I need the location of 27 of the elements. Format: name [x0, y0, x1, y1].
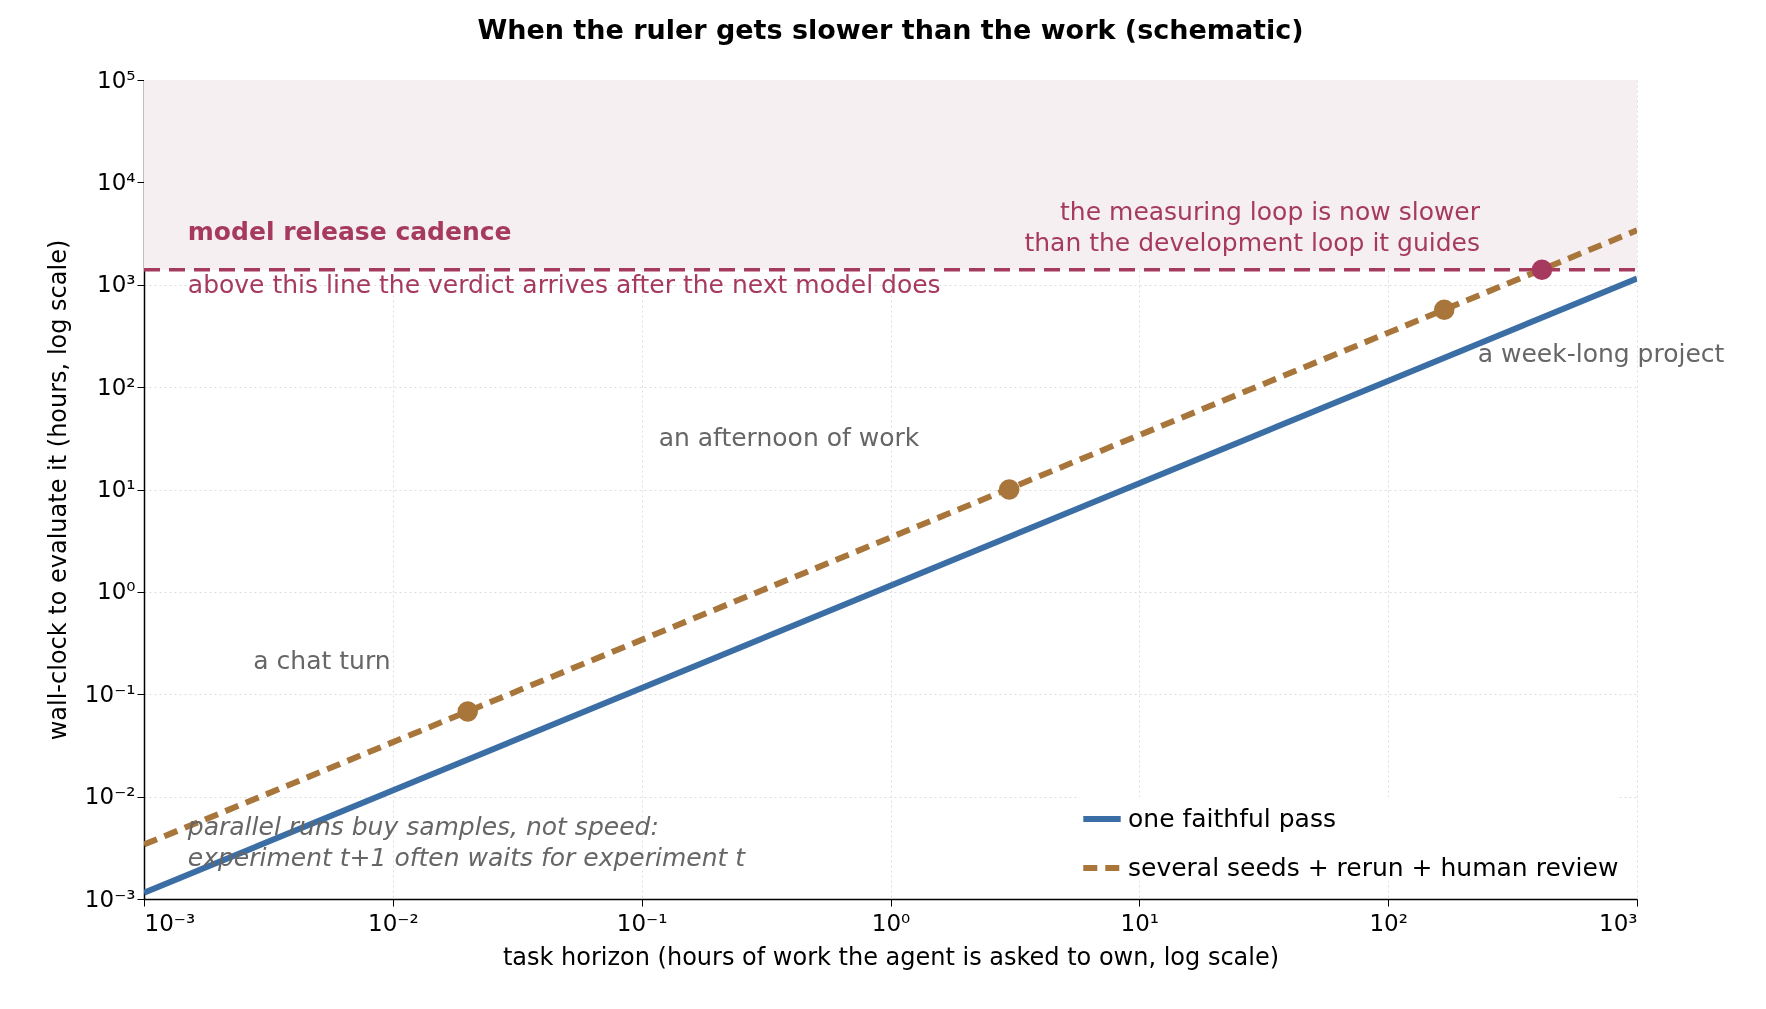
- y-tick-label: 10⁻²: [84, 783, 136, 810]
- legend-label: several seeds + rerun + human review: [1128, 853, 1619, 882]
- x-tick-label: 10³: [1599, 909, 1638, 936]
- annotation: an afternoon of work: [658, 422, 920, 452]
- x-tick-label: 10⁻¹: [616, 909, 668, 936]
- x-tick-label: 10¹: [1120, 909, 1160, 936]
- y-tick-label: 10⁻¹: [84, 680, 136, 707]
- y-tick-label: 10⁵: [97, 66, 136, 93]
- y-tick-label: 10¹: [97, 476, 136, 502]
- annotation: above this line the verdict arrives after the next model does: [187, 269, 941, 299]
- x-tick-label: 10⁰: [871, 909, 911, 936]
- x-axis-title: task horizon (hours of work the agent is asked to own, log scale): [502, 942, 1280, 971]
- x-tick-label: 10²: [1369, 909, 1408, 936]
- y-tick-label: 10³: [97, 271, 136, 298]
- annotation: a chat turn: [253, 646, 391, 676]
- y-tick-label: 10⁰: [97, 578, 136, 605]
- y-axis-title: wall-clock to evaluate it (hours, log scale): [43, 239, 72, 741]
- y-tick-label: 10⁴: [97, 168, 136, 195]
- legend-label: one faithful pass: [1128, 804, 1336, 833]
- chart-title: When the ruler gets slower than the work (schematic): [477, 14, 1304, 45]
- y-tick-label: 10²: [97, 373, 136, 400]
- annotation: a week-long project: [1477, 339, 1725, 369]
- x-tick-label: 10⁻²: [368, 909, 419, 936]
- annotation: the measuring loop is now slower than the development loop it guides: [1024, 197, 1481, 258]
- ref-line-label: model release cadence: [187, 216, 512, 246]
- y-tick-label: 10⁻³: [84, 885, 136, 912]
- x-tick-label: 10⁻³: [144, 909, 196, 936]
